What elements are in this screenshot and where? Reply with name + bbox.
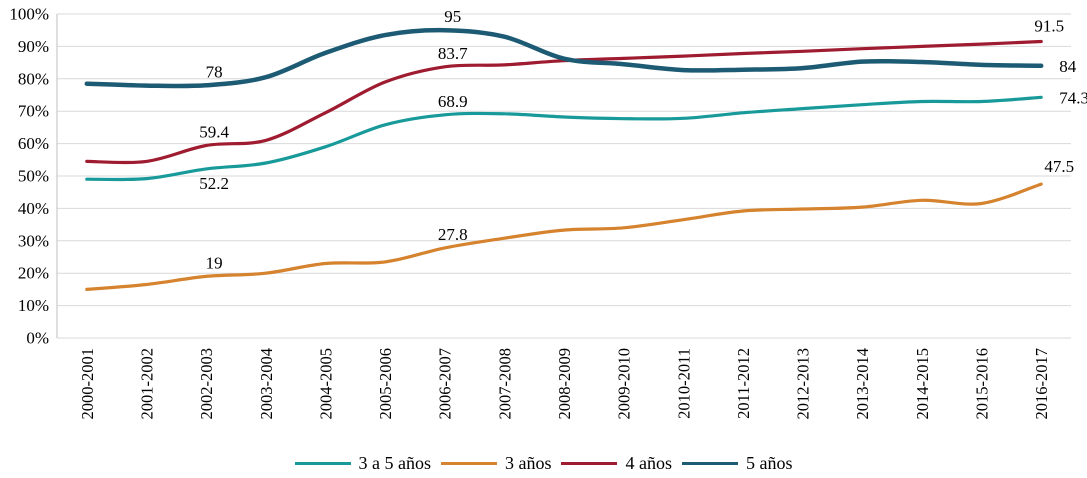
series-line-5-anos <box>84 27 1044 89</box>
data-label-3-a-5-anos-74.3: 74.3 <box>1059 88 1087 107</box>
x-tick-label: 2009-2010 <box>615 348 634 420</box>
x-tick-label: 2006-2007 <box>436 348 455 420</box>
x-tick-label: 2002-2003 <box>197 348 216 420</box>
data-label-3-a-5-anos-68.9: 68.9 <box>438 92 468 111</box>
data-label-5-anos-78: 78 <box>206 62 223 81</box>
x-tick-label: 2007-2008 <box>495 348 514 420</box>
data-label-3-a-5-anos-52.2: 52.2 <box>199 174 229 193</box>
x-tick-label: 2003-2004 <box>257 348 276 420</box>
x-tick-label: 2004-2005 <box>316 348 335 420</box>
legend-item-5-anos: 5 años <box>681 453 793 474</box>
y-tick-label: 60% <box>18 134 49 153</box>
y-tick-label: 40% <box>18 199 49 218</box>
y-tick-label: 10% <box>18 296 49 315</box>
y-tick-label: 100% <box>9 5 49 24</box>
data-labels: 52.2 68.9 74.3 19 27.8 47.5 59.4 83.7 91.5 78 95 84 <box>199 7 1087 272</box>
x-tick-label: 2005-2006 <box>376 348 395 420</box>
legend-line-icon <box>440 462 497 465</box>
y-tick-label: 20% <box>18 264 49 283</box>
y-tick-label: 80% <box>18 69 49 88</box>
y-tick-label: 50% <box>18 167 49 186</box>
data-label-5-anos-95: 95 <box>444 7 461 26</box>
legend-line-icon <box>294 462 351 465</box>
chart-legend: 3 a 5 años 3 años 4 años 5 años <box>0 453 1087 474</box>
data-label-4-anos-59.4: 59.4 <box>199 123 229 142</box>
legend-item-4-anos: 4 años <box>561 453 672 474</box>
y-tick-label: 70% <box>18 102 49 121</box>
data-label-4-anos-91.5: 91.5 <box>1034 17 1064 36</box>
data-label-3-anos-27.8: 27.8 <box>438 225 468 244</box>
legend-line-icon <box>681 462 738 465</box>
line-chart: 0% 10% 20% 30% 40% 50% 60% 70% 80% 90% 100% 2000-20… <box>9 5 1087 420</box>
x-tick-label: 2000-2001 <box>78 348 97 420</box>
legend-item-3-a-5-anos: 3 a 5 años <box>294 453 431 474</box>
series-line-3-a-5-anos <box>85 95 1043 182</box>
data-label-5-anos-84: 84 <box>1059 57 1077 76</box>
data-label-3-anos-19: 19 <box>206 253 223 272</box>
x-tick-label: 2011-2012 <box>734 348 753 419</box>
y-tick-label: 30% <box>18 231 49 250</box>
legend-label: 5 años <box>745 453 793 473</box>
legend-label: 4 años <box>625 453 672 473</box>
x-tick-label: 2014-2015 <box>913 348 932 420</box>
y-tick-label: 90% <box>18 37 49 56</box>
data-label-3-anos-47.5: 47.5 <box>1044 157 1074 176</box>
legend-line-icon <box>561 462 618 465</box>
x-tick-label: 2012-2013 <box>794 348 813 420</box>
x-tick-label: 2010-2011 <box>674 348 693 419</box>
legend-label: 3 a 5 años <box>358 453 431 473</box>
x-tick-label: 2016-2017 <box>1032 348 1051 420</box>
x-tick-label: 2015-2016 <box>973 348 992 420</box>
legend-label: 3 años <box>504 453 552 473</box>
y-tick-label: 0% <box>26 329 49 348</box>
legend-item-3-anos: 3 años <box>440 453 552 474</box>
x-tick-label: 2001-2002 <box>138 348 157 420</box>
series-line-3-anos <box>85 182 1043 291</box>
x-tick-label: 2013-2014 <box>853 348 872 420</box>
x-axis-labels: 2000-2001 2001-2002 2002-2003 2003-2004 2004… <box>78 348 1051 420</box>
x-tick-label: 2008-2009 <box>555 348 574 420</box>
y-axis-labels: 0% 10% 20% 30% 40% 50% 60% 70% 80% 90% 100% <box>9 5 49 348</box>
data-label-4-anos-83.7: 83.7 <box>438 44 468 63</box>
